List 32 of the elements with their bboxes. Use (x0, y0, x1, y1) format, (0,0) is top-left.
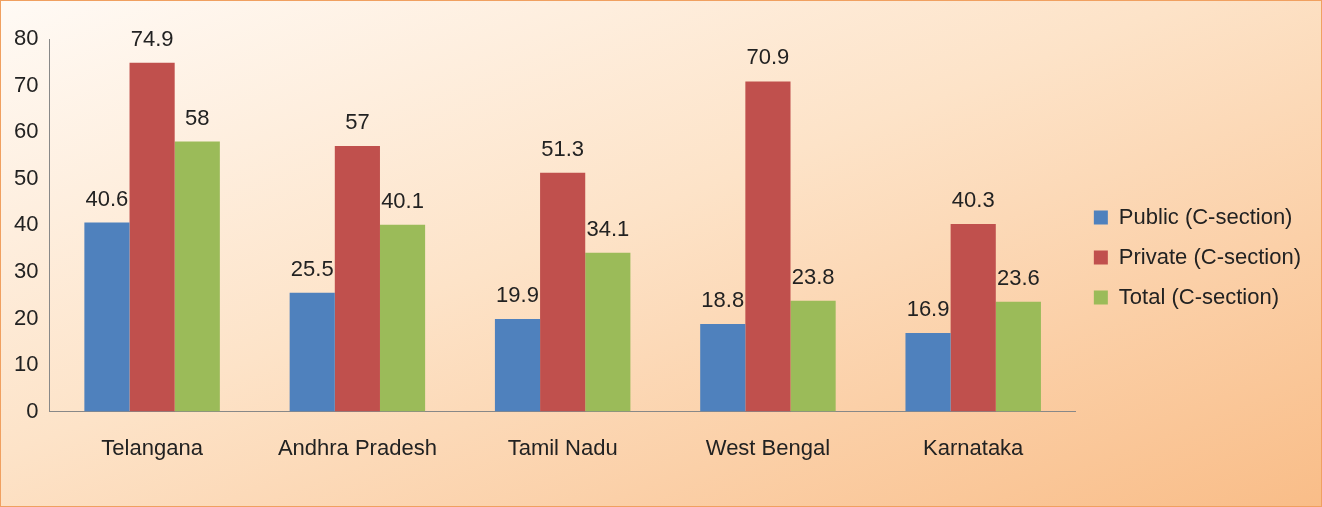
x-tick-label: Telangana (101, 434, 204, 460)
data-label: 74.9 (130, 25, 174, 51)
data-label: 40.3 (951, 186, 995, 212)
y-tick-label: 80 (13, 25, 39, 51)
y-tick-label: 0 (26, 397, 39, 423)
y-tick-label: 30 (13, 257, 39, 283)
data-label: 23.8 (791, 263, 835, 289)
y-tick-label: 20 (13, 304, 39, 330)
data-label: 34.1 (586, 215, 630, 241)
data-label: 16.9 (906, 295, 950, 321)
x-tick-label: Andhra Pradesh (277, 434, 437, 460)
data-label: 51.3 (541, 135, 585, 161)
y-tick-label: 60 (13, 118, 39, 144)
x-tick-label: West Bengal (705, 434, 831, 460)
data-label: 25.5 (290, 255, 334, 281)
data-label: 40.6 (85, 185, 129, 211)
y-tick-label: 40 (13, 211, 39, 237)
data-label: 23.6 (996, 264, 1040, 290)
data-label: 19.9 (496, 281, 539, 307)
y-tick-label: 70 (13, 71, 39, 97)
data-label: 70.9 (746, 44, 790, 70)
x-tick-label: Tamil Nadu (507, 434, 618, 460)
data-label: 40.1 (381, 187, 424, 213)
legend-label: Total (C-section) (1118, 283, 1279, 309)
data-label: 58 (185, 104, 210, 130)
legend-label: Public (C-section) (1118, 203, 1293, 229)
data-label: 18.8 (701, 287, 745, 313)
legend-label: Private (C-section) (1118, 243, 1301, 269)
y-tick-label: 10 (13, 351, 39, 377)
data-label: 57 (345, 109, 370, 135)
x-tick-label: Karnataka (923, 434, 1025, 460)
y-tick-label: 50 (13, 164, 39, 190)
